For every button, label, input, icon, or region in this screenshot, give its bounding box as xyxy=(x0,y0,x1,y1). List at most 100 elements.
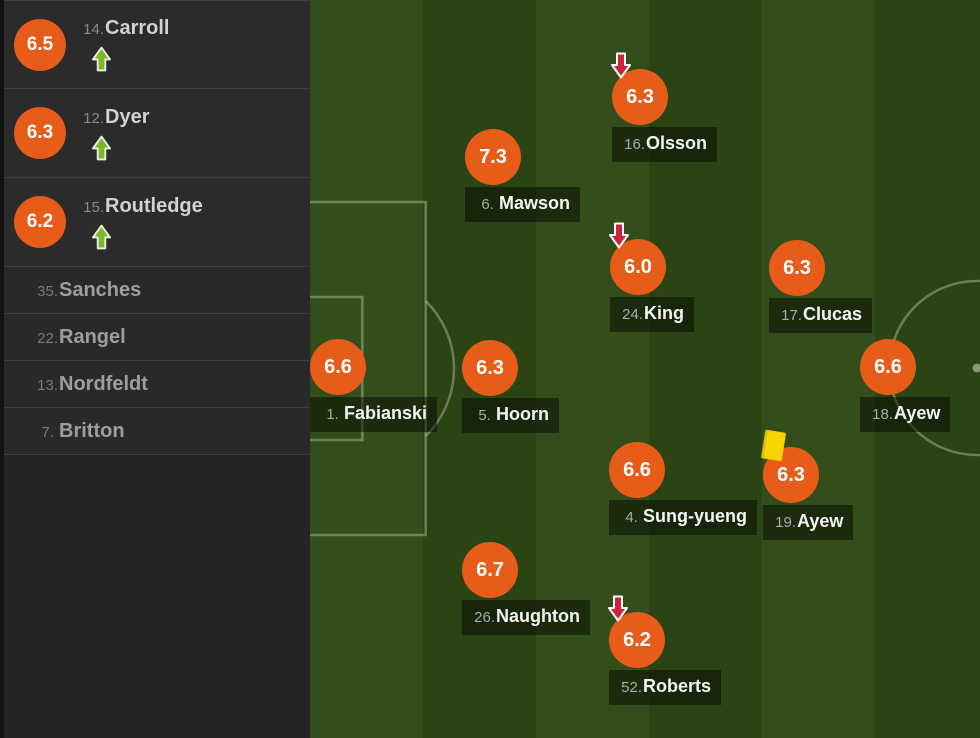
rating-value: 6.5 xyxy=(26,33,54,55)
rating-value: 6.0 xyxy=(624,255,652,278)
rating-down-icon xyxy=(611,52,631,79)
player-label: 5. Hoorn xyxy=(462,398,559,433)
player-name: Sanches xyxy=(59,278,142,301)
rating-value: 6.3 xyxy=(476,356,504,379)
pitch-player[interactable]: 7.3 6. Mawson xyxy=(465,129,581,222)
bench-player-info: 22. Rangel xyxy=(33,326,126,349)
rating-value: 6.6 xyxy=(324,355,352,378)
rating-value: 6.3 xyxy=(777,463,805,486)
bench-player-info: 14. Carroll xyxy=(79,17,169,72)
pitch-player[interactable]: 6.6 1. Fabianski xyxy=(310,339,438,432)
shirt-number: 5. xyxy=(478,407,495,424)
rating-value: 6.3 xyxy=(26,122,54,143)
rating-badge: 7.3 xyxy=(465,129,521,185)
pitch-player[interactable]: 6.3 17. Clucas xyxy=(769,240,873,333)
bench-player-info: 35. Sanches xyxy=(33,279,141,302)
bench-player-row[interactable]: 6.5 14. Carroll xyxy=(4,0,310,89)
player-name: Ayew xyxy=(797,511,844,531)
player-name: Olsson xyxy=(646,133,708,153)
player-name: King xyxy=(644,303,684,323)
rating-down-icon xyxy=(608,595,628,622)
shirt-number: 13. xyxy=(37,376,58,394)
pitch-player[interactable]: 6.3 5. Hoorn xyxy=(462,340,559,433)
player-name: Naughton xyxy=(496,606,580,626)
player-name: Hoorn xyxy=(496,404,549,424)
player-label: 52. Roberts xyxy=(609,670,722,705)
rating-badge: 6.2 xyxy=(14,196,66,248)
pitch-player[interactable]: 6.3 16. Olsson xyxy=(611,52,718,162)
bench-player-row[interactable]: 35. Sanches xyxy=(4,267,310,314)
player-name: Ayew xyxy=(894,403,941,423)
pitch-player[interactable]: 6.0 24. King xyxy=(609,222,694,332)
player-label: 4. Sung-yueng xyxy=(609,500,757,535)
bench-sidebar: 6.5 14. Carroll 6.3 12. Dyer 6.2 xyxy=(0,0,310,738)
penalty-box-line xyxy=(310,200,427,537)
bench-list: 6.5 14. Carroll 6.3 12. Dyer 6.2 xyxy=(4,0,310,455)
rating-badge: 6.6 xyxy=(860,339,916,395)
rating-up-icon xyxy=(92,224,111,249)
pitch-player[interactable]: 6.7 26. Naughton xyxy=(462,542,590,635)
shirt-number: 7. xyxy=(41,423,58,441)
bench-player-row[interactable]: 22. Rangel xyxy=(4,314,310,361)
shirt-number: 22. xyxy=(37,329,58,347)
shirt-number: 6. xyxy=(481,196,498,213)
sidebar-filler xyxy=(4,455,310,738)
shirt-number: 14. xyxy=(83,21,104,38)
rating-up-icon xyxy=(92,46,111,72)
shirt-number: 17. xyxy=(781,307,802,324)
bench-player-row[interactable]: 6.2 15. Routledge xyxy=(4,178,310,267)
rating-value: 6.2 xyxy=(623,628,651,651)
bench-player-row[interactable]: 7. Britton xyxy=(4,408,310,455)
rating-badge: 6.6 xyxy=(609,442,665,498)
player-name: Clucas xyxy=(803,304,863,324)
player-name: Fabianski xyxy=(344,403,428,423)
pitch: 6.3 16. Olsson 7.3 6. Mawson 6.0 24. King … xyxy=(310,0,980,738)
shirt-number: 26. xyxy=(474,609,495,626)
player-label: 16. Olsson xyxy=(612,127,718,162)
shirt-number: 35. xyxy=(37,282,58,300)
bench-player-info: 12. Dyer xyxy=(79,106,149,161)
bench-player-row[interactable]: 13. Nordfeldt xyxy=(4,361,310,408)
player-name: Sung-yueng xyxy=(643,506,747,526)
penalty-arc-line xyxy=(424,300,456,437)
rating-value: 6.3 xyxy=(626,85,654,108)
shirt-number: 15. xyxy=(83,198,104,216)
player-name: Carroll xyxy=(105,17,170,39)
player-name: Mawson xyxy=(499,193,571,213)
shirt-number: 16. xyxy=(624,136,645,153)
pitch-player[interactable]: 6.3 19. Ayew xyxy=(760,429,854,540)
player-name: Routledge xyxy=(105,194,203,217)
shirt-number: 24. xyxy=(622,306,643,323)
rating-value: 6.7 xyxy=(476,558,504,581)
player-label: 24. King xyxy=(610,297,694,332)
player-name: Rangel xyxy=(59,325,126,348)
shirt-number: 52. xyxy=(621,679,642,696)
bench-player-info: 7. Britton xyxy=(33,419,125,443)
rating-value: 6.6 xyxy=(874,355,902,378)
rating-badge: 6.3 xyxy=(462,340,518,396)
rating-value: 6.3 xyxy=(783,256,811,279)
yellow-card-icon xyxy=(760,429,787,462)
shirt-number: 4. xyxy=(625,509,642,526)
player-label: 6. Mawson xyxy=(465,187,581,222)
pitch-player[interactable]: 6.2 52. Roberts xyxy=(608,595,722,705)
player-label: 17. Clucas xyxy=(769,298,873,333)
shirt-number: 18. xyxy=(872,406,893,423)
pitch-player[interactable]: 6.6 18. Ayew xyxy=(860,339,951,432)
player-label: 1. Fabianski xyxy=(310,397,438,432)
player-name: Britton xyxy=(59,419,125,442)
rating-badge: 6.7 xyxy=(462,542,518,598)
rating-value: 6.2 xyxy=(26,211,54,232)
bench-player-info: 13. Nordfeldt xyxy=(33,373,148,396)
pitch-player[interactable]: 6.6 4. Sung-yueng xyxy=(609,442,757,535)
rating-down-icon xyxy=(609,222,629,249)
center-spot xyxy=(972,363,980,373)
rating-badge: 6.5 xyxy=(14,18,66,71)
rating-value: 7.3 xyxy=(479,145,507,168)
shirt-number: 12. xyxy=(83,109,104,127)
player-name: Roberts xyxy=(643,676,712,696)
bench-player-row[interactable]: 6.3 12. Dyer xyxy=(4,89,310,178)
rating-badge: 6.6 xyxy=(310,339,366,395)
player-label: 26. Naughton xyxy=(462,600,590,635)
